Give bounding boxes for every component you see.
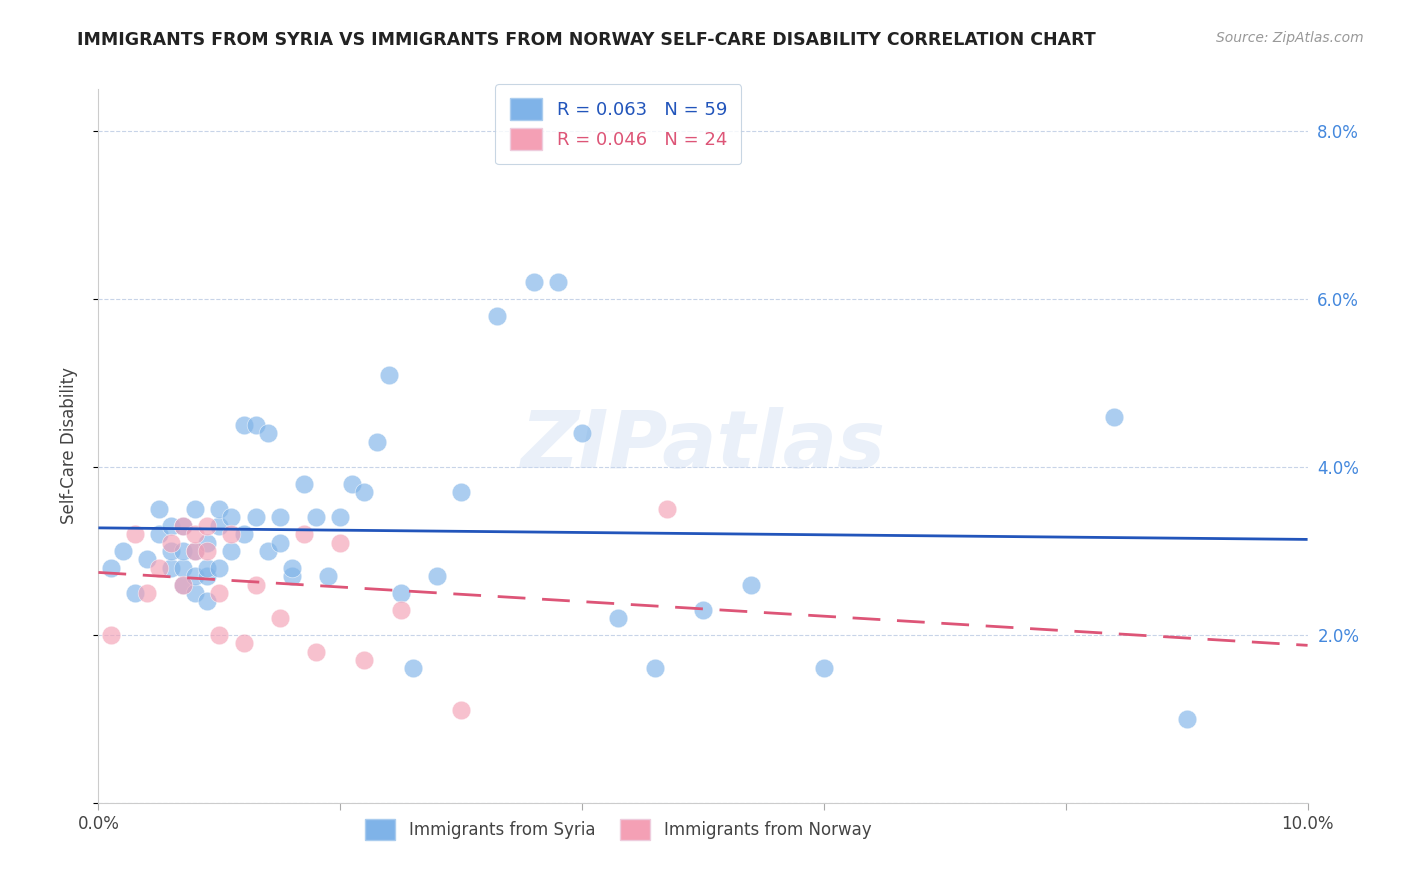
- Point: [124, 586, 146, 600]
- Point: [245, 510, 267, 524]
- Point: [692, 603, 714, 617]
- Point: [256, 426, 278, 441]
- Point: [208, 518, 231, 533]
- Point: [644, 661, 666, 675]
- Point: [245, 417, 267, 432]
- Point: [221, 527, 243, 541]
- Point: [100, 628, 122, 642]
- Point: [547, 275, 569, 289]
- Point: [184, 502, 207, 516]
- Point: [172, 518, 194, 533]
- Point: [195, 544, 218, 558]
- Legend: Immigrants from Syria, Immigrants from Norway: Immigrants from Syria, Immigrants from N…: [357, 811, 880, 848]
- Point: [269, 611, 291, 625]
- Y-axis label: Self-Care Disability: Self-Care Disability: [59, 368, 77, 524]
- Point: [245, 577, 267, 591]
- Point: [607, 611, 630, 625]
- Point: [1175, 712, 1198, 726]
- Point: [281, 560, 304, 574]
- Point: [1102, 409, 1125, 424]
- Point: [172, 544, 194, 558]
- Point: [353, 653, 375, 667]
- Point: [160, 518, 183, 533]
- Point: [208, 502, 231, 516]
- Point: [111, 544, 134, 558]
- Point: [195, 560, 218, 574]
- Point: [450, 703, 472, 717]
- Point: [740, 577, 762, 591]
- Point: [256, 544, 278, 558]
- Point: [426, 569, 449, 583]
- Point: [135, 586, 157, 600]
- Point: [305, 645, 328, 659]
- Point: [172, 560, 194, 574]
- Point: [148, 560, 170, 574]
- Text: ZIPatlas: ZIPatlas: [520, 407, 886, 485]
- Point: [172, 577, 194, 591]
- Point: [232, 527, 254, 541]
- Point: [160, 535, 183, 549]
- Point: [148, 527, 170, 541]
- Point: [292, 527, 315, 541]
- Point: [305, 510, 328, 524]
- Point: [523, 275, 546, 289]
- Point: [160, 544, 183, 558]
- Point: [281, 569, 304, 583]
- Point: [813, 661, 835, 675]
- Point: [655, 502, 678, 516]
- Point: [571, 426, 593, 441]
- Point: [329, 510, 352, 524]
- Point: [402, 661, 425, 675]
- Point: [184, 527, 207, 541]
- Point: [100, 560, 122, 574]
- Point: [184, 569, 207, 583]
- Text: Source: ZipAtlas.com: Source: ZipAtlas.com: [1216, 31, 1364, 45]
- Point: [160, 560, 183, 574]
- Point: [184, 586, 207, 600]
- Point: [208, 586, 231, 600]
- Point: [329, 535, 352, 549]
- Point: [232, 636, 254, 650]
- Point: [208, 560, 231, 574]
- Point: [389, 603, 412, 617]
- Point: [195, 569, 218, 583]
- Point: [124, 527, 146, 541]
- Point: [232, 417, 254, 432]
- Point: [486, 309, 509, 323]
- Point: [389, 586, 412, 600]
- Point: [195, 535, 218, 549]
- Point: [221, 510, 243, 524]
- Point: [172, 518, 194, 533]
- Point: [269, 510, 291, 524]
- Point: [316, 569, 339, 583]
- Point: [195, 594, 218, 608]
- Point: [135, 552, 157, 566]
- Point: [450, 485, 472, 500]
- Point: [208, 628, 231, 642]
- Point: [184, 544, 207, 558]
- Text: IMMIGRANTS FROM SYRIA VS IMMIGRANTS FROM NORWAY SELF-CARE DISABILITY CORRELATION: IMMIGRANTS FROM SYRIA VS IMMIGRANTS FROM…: [77, 31, 1097, 49]
- Point: [342, 476, 364, 491]
- Point: [353, 485, 375, 500]
- Point: [269, 535, 291, 549]
- Point: [195, 518, 218, 533]
- Point: [172, 577, 194, 591]
- Point: [292, 476, 315, 491]
- Point: [366, 434, 388, 449]
- Point: [148, 502, 170, 516]
- Point: [377, 368, 399, 382]
- Point: [221, 544, 243, 558]
- Point: [184, 544, 207, 558]
